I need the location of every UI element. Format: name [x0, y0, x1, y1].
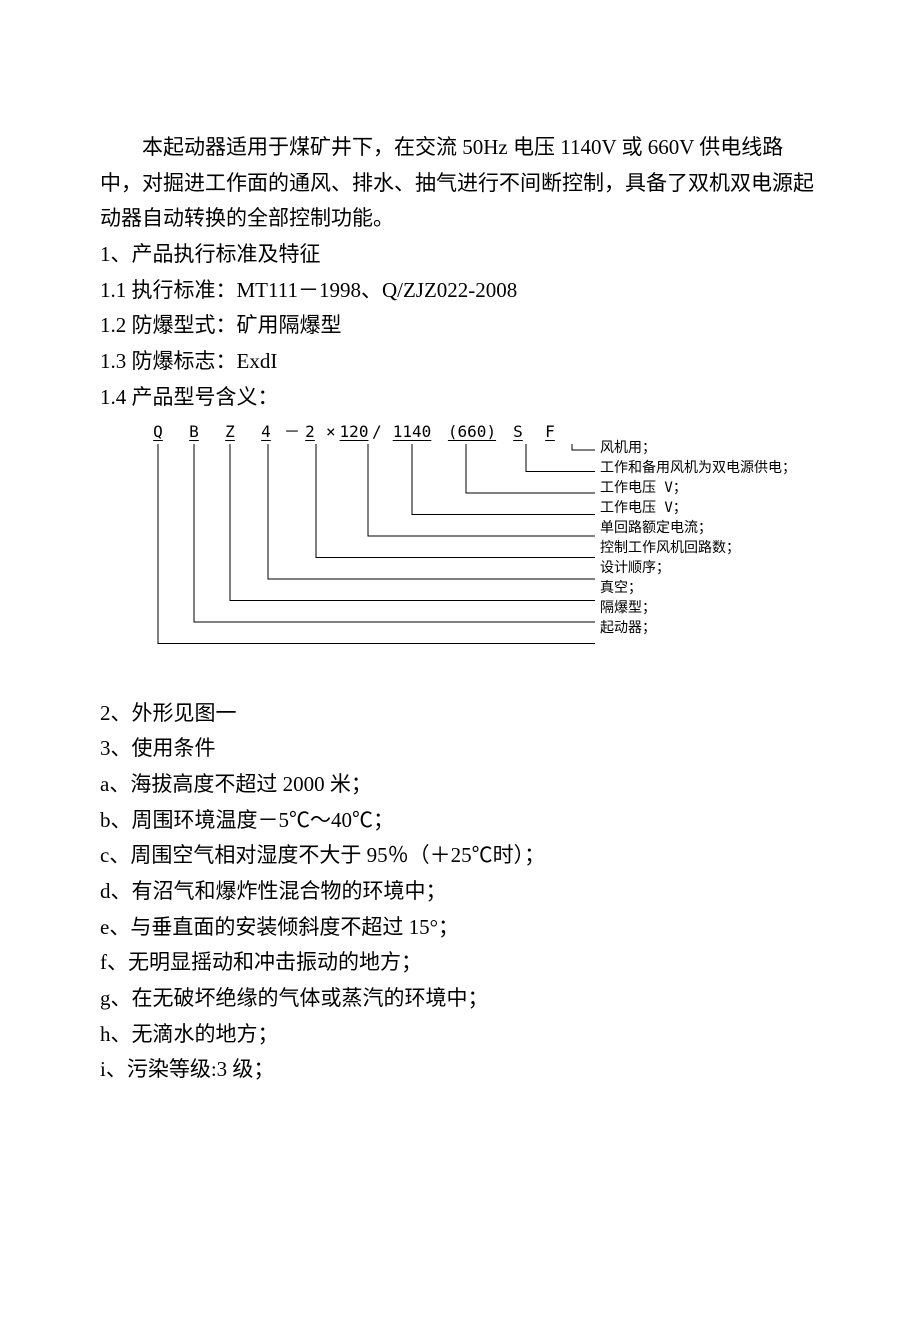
diagram-label: 工作电压 V； — [600, 478, 796, 498]
sec1-title: 1、产品执行标准及特征 — [100, 237, 820, 273]
sym-2: 2 — [294, 424, 326, 440]
intro-paragraph: 本起动器适用于煤矿井下，在交流 50Hz 电压 1140V 或 660V 供电线… — [100, 130, 820, 237]
sec3-c: c、周围空气相对湿度不大于 95％（＋25℃时）； — [100, 838, 820, 874]
diagram-label: 控制工作风机回路数； — [600, 538, 796, 558]
diagram-label: 真空； — [600, 578, 796, 598]
diagram-label: 工作电压 V； — [600, 498, 796, 518]
sec3-b: b、周围环境温度－5℃～40℃； — [100, 803, 820, 839]
sym-B: B — [176, 424, 212, 440]
sec3-e: e、与垂直面的安装倾斜度不超过 15°； — [100, 910, 820, 946]
sym-Q: Q — [140, 424, 176, 440]
sec2: 2、外形见图一 — [100, 696, 820, 732]
sym-S: S — [502, 424, 534, 440]
diagram-label-list: 风机用； 工作和备用风机为双电源供电； 工作电压 V； 工作电压 V； 单回路额… — [600, 438, 796, 638]
sec1-2: 1.2 防爆型式：矿用隔爆型 — [100, 308, 820, 344]
sym-slash: / — [372, 424, 382, 440]
sec3-f: f、无明显摇动和冲击振动的地方； — [100, 945, 820, 981]
sec3-i: i、污染等级:3 级； — [100, 1052, 820, 1088]
diagram-label: 起动器； — [600, 618, 796, 638]
sec1-4: 1.4 产品型号含义： — [100, 380, 820, 416]
diagram-label: 单回路额定电流； — [600, 518, 796, 538]
sym-120: 120 — [336, 424, 372, 440]
sec3-title: 3、使用条件 — [100, 731, 820, 767]
sym-times: × — [326, 424, 336, 440]
sec3-d: d、有沼气和爆炸性混合物的环境中； — [100, 874, 820, 910]
model-diagram: Q B Z 4 － 2 × 120 / 1140 (660) S F 风机用； … — [140, 424, 820, 680]
sec3-h: h、无滴水的地方； — [100, 1017, 820, 1053]
diagram-label: 隔爆型； — [600, 598, 796, 618]
sym-Z: Z — [212, 424, 248, 440]
sec3-g: g、在无破坏绝缘的气体或蒸汽的环境中； — [100, 981, 820, 1017]
diagram-label: 风机用； — [600, 438, 796, 458]
sym-F: F — [534, 424, 566, 440]
sec3-a: a、海拔高度不超过 2000 米； — [100, 767, 820, 803]
sym-1140: 1140 — [382, 424, 442, 440]
diagram-label: 设计顺序； — [600, 558, 796, 578]
sym-dash: － — [284, 424, 294, 440]
sym-660: (660) — [442, 424, 502, 440]
sec1-1: 1.1 执行标准：MT111－1998、Q/ZJZ022-2008 — [100, 273, 820, 309]
sym-4: 4 — [248, 424, 284, 440]
sec1-3: 1.3 防爆标志：ExdI — [100, 344, 820, 380]
diagram-label: 工作和备用风机为双电源供电； — [600, 458, 796, 478]
